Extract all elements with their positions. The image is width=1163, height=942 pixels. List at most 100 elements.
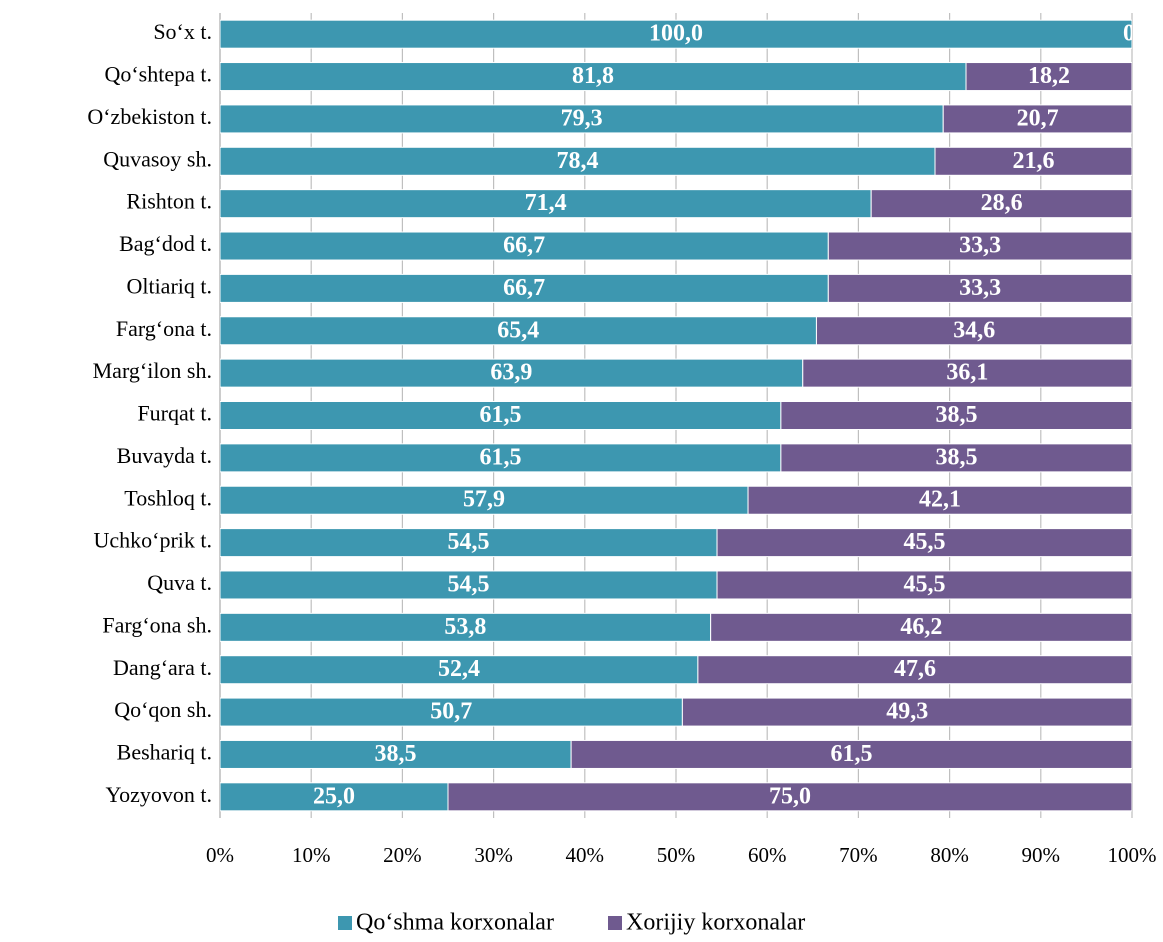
bar-segment xyxy=(220,358,804,388)
bar-segment xyxy=(220,316,817,346)
value-label: 42,1 xyxy=(919,487,961,513)
bar-segment xyxy=(827,231,1132,261)
value-label: 61,5 xyxy=(479,402,521,428)
x-tick-label: 0% xyxy=(206,843,234,867)
value-label: 75,0 xyxy=(769,783,811,809)
y-tick-label: Quvasoy sh. xyxy=(103,146,212,171)
bar-segment xyxy=(220,528,718,558)
value-label: 45,5 xyxy=(904,571,946,597)
y-tick-label: Farg‘ona t. xyxy=(116,316,212,341)
value-label: 65,4 xyxy=(497,317,539,343)
bar-segment xyxy=(870,189,1132,219)
y-tick-label: Bag‘dod t. xyxy=(119,231,212,256)
bar-segment xyxy=(220,612,712,642)
bar-segment xyxy=(815,316,1132,346)
value-label: 71,4 xyxy=(525,190,567,216)
bar-segment xyxy=(220,231,829,261)
value-label: 53,8 xyxy=(444,614,486,640)
legend-label: Qo‘shma korxonalar xyxy=(356,910,554,936)
value-label: 38,5 xyxy=(375,741,417,767)
bar-segment xyxy=(747,485,1132,515)
value-label: 78,4 xyxy=(557,148,599,174)
y-tick-label: Toshloq t. xyxy=(124,485,212,510)
value-label: 66,7 xyxy=(503,275,545,301)
bar-segment xyxy=(220,273,829,303)
value-label: 46,2 xyxy=(900,614,942,640)
y-tick-label: O‘zbekiston t. xyxy=(87,104,212,129)
x-tick-label: 50% xyxy=(657,843,696,867)
value-label: 63,9 xyxy=(490,360,532,386)
y-tick-label: Marg‘ilon sh. xyxy=(93,358,212,383)
bar-segment xyxy=(697,655,1132,685)
bar-segment xyxy=(716,570,1132,600)
value-label: 57,9 xyxy=(463,487,505,513)
y-tick-label: Dang‘ara t. xyxy=(113,655,212,680)
bar-segment xyxy=(220,697,683,727)
bar-segment xyxy=(710,612,1132,642)
x-tick-label: 70% xyxy=(839,843,878,867)
x-tick-label: 20% xyxy=(383,843,422,867)
y-tick-label: Farg‘ona sh. xyxy=(102,612,212,637)
y-tick-label: Beshariq t. xyxy=(117,739,212,764)
bar-segment xyxy=(220,19,1132,49)
value-label: 18,2 xyxy=(1028,63,1070,89)
y-tick-label: Qo‘qon sh. xyxy=(114,697,212,722)
value-label: 61,5 xyxy=(831,741,873,767)
value-label: 0, xyxy=(1123,21,1141,47)
value-label: 21,6 xyxy=(1013,148,1055,174)
bar-segment xyxy=(942,104,1132,134)
bar-segment xyxy=(570,739,1132,769)
y-tick-label: Quva t. xyxy=(147,570,212,595)
bar-segment xyxy=(220,189,872,219)
bar-segment xyxy=(780,401,1132,430)
y-tick-label: So‘x t. xyxy=(153,19,212,44)
value-label: 49,3 xyxy=(886,699,928,725)
bar-segment xyxy=(934,146,1132,176)
bar-segment xyxy=(220,655,699,685)
value-label: 38,5 xyxy=(935,402,977,428)
x-tick-label: 60% xyxy=(748,843,787,867)
x-tick-label: 30% xyxy=(474,843,513,867)
labels: 0% 10% 20% 30% 40% 50% 60% 70% 80% 90% 100% So‘x t.… xyxy=(87,19,1156,935)
bar-segment xyxy=(220,401,782,430)
value-label: 54,5 xyxy=(448,571,490,597)
x-tick-label: 90% xyxy=(1022,843,1061,867)
legend-swatch xyxy=(608,916,622,930)
x-tick-label: 10% xyxy=(292,843,331,867)
bar-segment xyxy=(965,62,1132,92)
y-tick-label: Furqat t. xyxy=(137,401,212,426)
y-tick-label: Rishton t. xyxy=(126,189,212,214)
y-tick-label: Yozyovon t. xyxy=(105,782,212,807)
bar-segment xyxy=(220,485,749,515)
value-label: 66,7 xyxy=(503,233,545,259)
value-label: 52,4 xyxy=(438,656,480,682)
legend-label: Xorijiy korxonalar xyxy=(626,910,805,936)
bar-segment xyxy=(681,697,1132,727)
value-label: 81,8 xyxy=(572,63,614,89)
bar-segment xyxy=(827,273,1132,303)
value-label: 50,7 xyxy=(430,699,472,725)
bar-segment xyxy=(447,782,1132,812)
x-tick-label: 80% xyxy=(930,843,969,867)
value-label: 33,3 xyxy=(959,233,1001,259)
value-label: 79,3 xyxy=(561,105,603,131)
bar-segment xyxy=(780,443,1132,473)
value-label: 28,6 xyxy=(981,190,1023,216)
x-tick-label: 100% xyxy=(1108,843,1157,867)
bar-segment xyxy=(220,443,782,473)
bar-segment xyxy=(220,62,967,92)
legend-swatch xyxy=(338,916,352,930)
value-label: 20,7 xyxy=(1017,105,1059,131)
y-tick-label: Buvayda t. xyxy=(117,443,212,468)
bar-segment xyxy=(802,358,1132,388)
value-label: 100,0 xyxy=(649,21,703,47)
value-label: 33,3 xyxy=(959,275,1001,301)
value-label: 34,6 xyxy=(953,317,995,343)
bar-segment xyxy=(220,146,936,176)
value-label: 47,6 xyxy=(894,656,936,682)
bars: 100,0 0, 81,8 18,2 79,3 20,7 78,4 21,6 71,4 28,6 6… xyxy=(220,19,1141,812)
value-label: 61,5 xyxy=(479,444,521,470)
y-tick-label: Oltiariq t. xyxy=(126,273,212,298)
y-tick-label: Qo‘shtepa t. xyxy=(104,62,212,87)
